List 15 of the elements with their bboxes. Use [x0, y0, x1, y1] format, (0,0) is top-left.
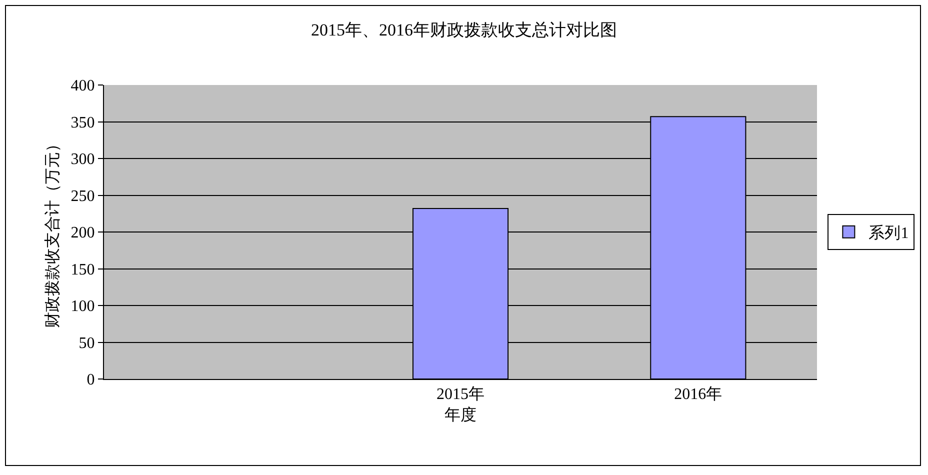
y-axis-title: 财政拨款收支合计（万元） [44, 136, 62, 328]
x-axis-title: 年度 [444, 406, 476, 424]
y-tick-label: 150 [70, 261, 95, 278]
chart-title: 2015年、2016年财政拨款收支总计对比图 [311, 20, 617, 40]
y-tick-label: 400 [70, 78, 95, 95]
y-tick-label: 200 [70, 224, 95, 242]
y-tick-label: 0 [86, 372, 95, 389]
y-tick-label: 50 [78, 334, 95, 352]
y-tick-label: 100 [70, 298, 95, 316]
y-tick-label: 350 [70, 114, 95, 132]
x-tick-label: 2016年 [674, 386, 722, 404]
y-tick-label: 300 [70, 151, 95, 168]
y-tick-label: 250 [70, 188, 95, 205]
legend-label: 系列1 [868, 224, 909, 242]
x-tick-label: 2015年 [436, 386, 484, 404]
